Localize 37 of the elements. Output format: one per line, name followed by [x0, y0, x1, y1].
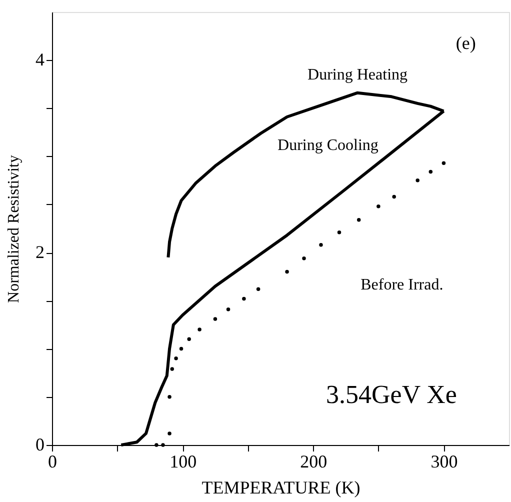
y-tick-label: 4 — [36, 50, 44, 70]
point — [198, 328, 202, 332]
x-tick-label: 300 — [430, 452, 458, 472]
point — [242, 296, 246, 301]
y-tick-label: 0 — [36, 434, 44, 454]
series-label: During Cooling — [278, 136, 378, 154]
x-tick-label: 200 — [300, 452, 328, 472]
point — [416, 178, 420, 182]
point — [442, 161, 446, 165]
annotation: (e) — [456, 32, 476, 53]
point — [285, 270, 289, 274]
point — [256, 287, 260, 291]
x-tick-label: 100 — [170, 452, 197, 472]
point — [170, 367, 174, 371]
point — [226, 307, 230, 312]
point — [168, 432, 172, 436]
point — [213, 317, 218, 321]
point — [392, 194, 396, 199]
text: Before Irrad. — [360, 276, 444, 294]
y-tick-label: 2 — [36, 242, 44, 262]
point — [174, 356, 178, 360]
x-axis-title: TEMPERATURE (K) — [202, 478, 360, 498]
point — [428, 170, 433, 174]
point — [154, 443, 158, 447]
point — [187, 337, 191, 342]
point — [356, 218, 361, 222]
point — [302, 256, 306, 260]
point — [319, 242, 323, 247]
x-tick-label: 0 — [48, 452, 57, 472]
point — [179, 346, 184, 351]
point — [161, 443, 165, 447]
point — [376, 204, 380, 208]
point — [168, 395, 172, 399]
annotation: 3.54GeV Xe — [326, 380, 457, 409]
point — [337, 230, 342, 234]
y-axis-title: Normalized Resistivity — [6, 155, 22, 303]
series-label: During Heating — [308, 66, 408, 84]
